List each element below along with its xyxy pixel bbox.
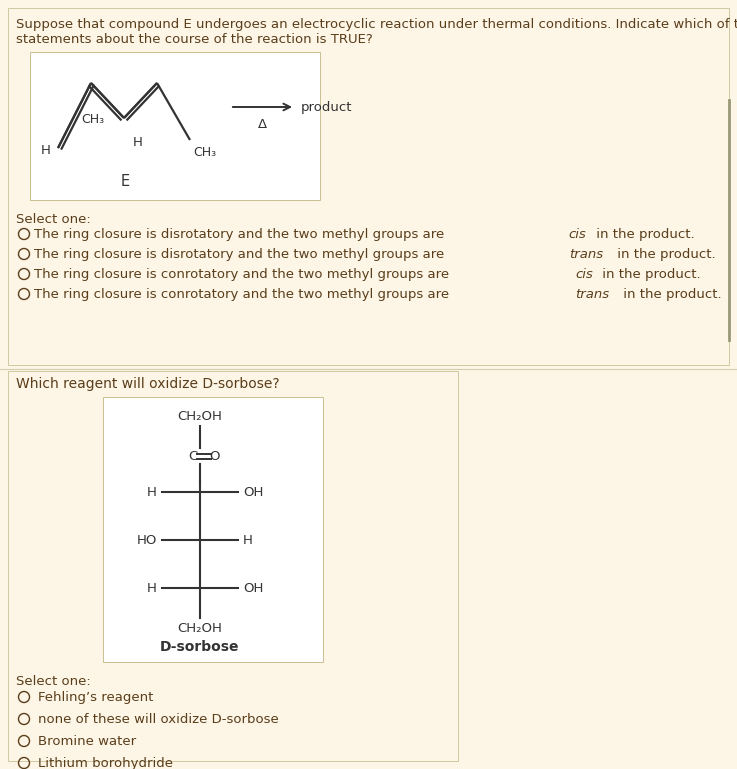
- Text: Fehling’s reagent: Fehling’s reagent: [38, 691, 153, 704]
- Text: C: C: [189, 450, 198, 462]
- Text: H: H: [147, 581, 157, 594]
- Text: Select one:: Select one:: [16, 213, 91, 226]
- FancyBboxPatch shape: [8, 8, 729, 365]
- Text: Bromine water: Bromine water: [38, 735, 136, 748]
- Text: CH₃: CH₃: [81, 113, 105, 126]
- Text: statements about the course of the reaction is TRUE?: statements about the course of the react…: [16, 33, 373, 46]
- Text: D-sorbose: D-sorbose: [160, 640, 240, 654]
- Text: H: H: [133, 136, 143, 149]
- Text: O: O: [210, 450, 220, 462]
- Text: CH₂OH: CH₂OH: [178, 410, 223, 423]
- Text: CH₃: CH₃: [193, 146, 216, 159]
- Text: Select one:: Select one:: [16, 675, 91, 688]
- Text: H: H: [147, 485, 157, 498]
- Text: product: product: [301, 101, 352, 114]
- Text: cis: cis: [575, 268, 593, 281]
- FancyBboxPatch shape: [30, 52, 320, 200]
- Text: H: H: [243, 534, 253, 547]
- Text: in the product.: in the product.: [592, 228, 694, 241]
- Text: trans: trans: [569, 248, 603, 261]
- Text: HO: HO: [136, 534, 157, 547]
- Text: cis: cis: [569, 228, 587, 241]
- Text: CH₂OH: CH₂OH: [178, 622, 223, 635]
- Text: trans: trans: [575, 288, 609, 301]
- Text: The ring closure is conrotatory and the two methyl groups are: The ring closure is conrotatory and the …: [34, 268, 453, 281]
- Text: in the product.: in the product.: [598, 268, 701, 281]
- Text: The ring closure is disrotatory and the two methyl groups are: The ring closure is disrotatory and the …: [34, 248, 449, 261]
- Text: The ring closure is disrotatory and the two methyl groups are: The ring closure is disrotatory and the …: [34, 228, 449, 241]
- FancyBboxPatch shape: [103, 397, 323, 662]
- Text: Which reagent will oxidize D-sorbose?: Which reagent will oxidize D-sorbose?: [16, 377, 279, 391]
- Text: Lithium borohydride: Lithium borohydride: [38, 757, 173, 769]
- Text: Δ: Δ: [257, 118, 267, 131]
- Text: E: E: [120, 175, 130, 189]
- Text: in the product.: in the product.: [613, 248, 716, 261]
- FancyBboxPatch shape: [8, 371, 458, 761]
- Text: OH: OH: [243, 485, 263, 498]
- Text: in the product.: in the product.: [619, 288, 722, 301]
- Text: The ring closure is conrotatory and the two methyl groups are: The ring closure is conrotatory and the …: [34, 288, 453, 301]
- Text: OH: OH: [243, 581, 263, 594]
- Text: H: H: [41, 145, 51, 158]
- Text: Suppose that compound E undergoes an electrocyclic reaction under thermal condit: Suppose that compound E undergoes an ele…: [16, 18, 737, 31]
- Text: none of these will oxidize D-sorbose: none of these will oxidize D-sorbose: [38, 713, 279, 726]
